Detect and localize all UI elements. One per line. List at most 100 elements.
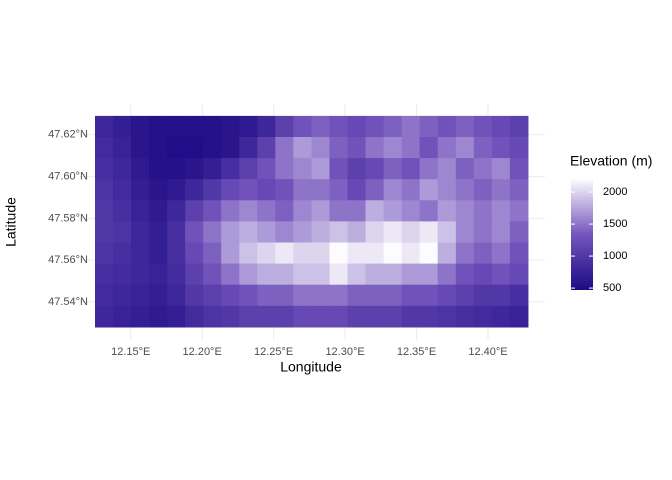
- raster-cell: [455, 179, 475, 201]
- raster-cell: [239, 263, 258, 286]
- raster-cell: [383, 136, 403, 159]
- raster-cell: [509, 115, 529, 138]
- raster-cell: [365, 115, 385, 138]
- raster-cell: [275, 158, 294, 180]
- legend-label: 2000: [603, 186, 627, 198]
- raster-cell: [293, 115, 312, 138]
- raster-cell: [473, 305, 493, 328]
- raster-cell: [221, 263, 240, 286]
- colorbar: [571, 178, 593, 290]
- raster-cell: [473, 136, 493, 159]
- raster-cell: [419, 136, 439, 159]
- raster-cell: [437, 115, 457, 138]
- raster-cell: [203, 305, 222, 328]
- raster-cell: [455, 305, 475, 328]
- raster-cell: [113, 136, 132, 159]
- raster-cell: [95, 305, 114, 328]
- raster-cell: [95, 115, 114, 138]
- raster-cell: [347, 221, 367, 244]
- raster-cell: [509, 305, 529, 328]
- raster-cell: [383, 263, 403, 286]
- raster-cell: [347, 284, 367, 307]
- raster-cell: [203, 115, 222, 138]
- raster-cell: [275, 263, 294, 286]
- raster-cell: [203, 179, 222, 201]
- legend-label: 500: [603, 282, 621, 294]
- raster-cell: [113, 242, 132, 265]
- raster-cell: [185, 242, 204, 265]
- raster-cell: [365, 200, 385, 222]
- raster-cell: [95, 242, 114, 265]
- raster-cell: [401, 221, 421, 244]
- raster-cell: [131, 263, 150, 286]
- raster-cell: [257, 158, 276, 180]
- raster-cell: [113, 115, 132, 138]
- raster-cell: [347, 242, 367, 265]
- raster-cell: [491, 221, 511, 244]
- raster-cell: [185, 305, 204, 328]
- raster-cell: [383, 158, 403, 180]
- raster-cell: [149, 179, 168, 201]
- x-tick-label: 12.15°E: [111, 346, 150, 358]
- raster-cell: [167, 115, 186, 138]
- raster-cell: [239, 179, 258, 201]
- raster-cell: [221, 242, 240, 265]
- raster-cell: [131, 115, 150, 138]
- raster-cell: [239, 200, 258, 222]
- raster-cell: [401, 200, 421, 222]
- raster-cell: [185, 179, 204, 201]
- x-tick-label: 12.35°E: [397, 346, 436, 358]
- raster-cell: [221, 221, 240, 244]
- raster-cell: [185, 158, 204, 180]
- raster-cell: [365, 179, 385, 201]
- raster-cell: [509, 200, 529, 222]
- raster-cell: [491, 115, 511, 138]
- raster-cell: [383, 221, 403, 244]
- raster-cell: [257, 179, 276, 201]
- raster-cell: [257, 242, 276, 265]
- raster-cell: [293, 284, 312, 307]
- raster-cell: [113, 158, 132, 180]
- raster-cell: [239, 221, 258, 244]
- raster-cell: [167, 200, 186, 222]
- raster-cell: [401, 263, 421, 286]
- raster-cell: [401, 284, 421, 307]
- raster-cell: [257, 136, 276, 159]
- raster-cell: [311, 263, 331, 286]
- raster-cell: [509, 179, 529, 201]
- raster-cell: [473, 179, 493, 201]
- raster-cell: [329, 158, 349, 180]
- raster-cell: [491, 179, 511, 201]
- raster-cell: [293, 200, 312, 222]
- raster-cell: [131, 200, 150, 222]
- raster-cell: [437, 200, 457, 222]
- raster-cell: [509, 136, 529, 159]
- y-tick-label: 47.62°N: [48, 129, 88, 141]
- legend-label: 1000: [603, 250, 627, 262]
- raster-cell: [419, 200, 439, 222]
- raster-cell: [293, 136, 312, 159]
- raster-cell: [113, 284, 132, 307]
- raster-cell: [311, 179, 331, 201]
- raster-cell: [473, 284, 493, 307]
- raster-cell: [203, 221, 222, 244]
- raster-cell: [383, 200, 403, 222]
- raster-cell: [455, 284, 475, 307]
- raster-cell: [437, 284, 457, 307]
- raster-cell: [509, 158, 529, 180]
- x-tick-label: 12.40°E: [468, 346, 507, 358]
- raster-cell: [419, 179, 439, 201]
- raster-cell: [149, 221, 168, 244]
- raster-cell: [365, 221, 385, 244]
- raster-cell: [347, 263, 367, 286]
- y-tick-label: 47.56°N: [48, 254, 88, 266]
- raster-cell: [257, 305, 276, 328]
- raster-cell: [149, 158, 168, 180]
- raster-cell: [293, 158, 312, 180]
- raster-cell: [167, 263, 186, 286]
- raster-cell: [311, 158, 331, 180]
- raster-cell: [473, 242, 493, 265]
- raster-cell: [185, 284, 204, 307]
- raster-cell: [437, 136, 457, 159]
- raster-cell: [131, 305, 150, 328]
